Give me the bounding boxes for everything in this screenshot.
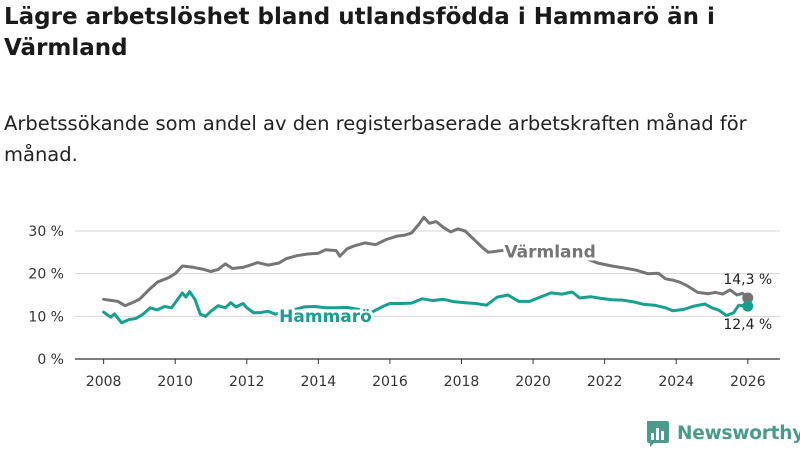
y-tick-label: 30 %	[28, 224, 64, 240]
bar-chart-logo-icon	[647, 421, 669, 447]
axes: 0 % 10 % 20 % 30 % 2008 2010 2012 2014 2016 2018 2…	[28, 224, 780, 390]
x-tick-label: 2022	[587, 374, 623, 390]
chart-labels: Värmland Hammarö 14,3 % 12,4 %	[276, 239, 772, 333]
x-tick-label: 2026	[730, 374, 766, 390]
series-line-varmland	[102, 215, 750, 308]
chart-title: Lägre arbetslöshet bland utlandsfödda i …	[4, 4, 715, 61]
gridlines	[75, 230, 780, 317]
y-tick-label: 10 %	[28, 309, 64, 325]
chart-subtitle: Arbetssökande som andel av den registerb…	[4, 112, 747, 166]
y-tick-label: 20 %	[28, 267, 64, 283]
end-point-hammaro	[742, 300, 754, 312]
end-value-label-varmland: 14,3 %	[723, 272, 772, 288]
series-lines	[102, 215, 754, 325]
end-value-label-hammaro: 12,4 %	[723, 317, 772, 333]
x-tick-label: 2020	[515, 374, 551, 390]
series-label-hammaro: Hammarö	[279, 307, 372, 327]
x-tick-label: 2014	[301, 374, 337, 390]
x-tick-label: 2016	[372, 374, 408, 390]
x-tick-label: 2018	[444, 374, 480, 390]
x-tick-label: 2024	[658, 374, 694, 390]
x-tick-label: 2008	[86, 374, 122, 390]
newsworthy-logo: Newsworthy	[645, 418, 800, 448]
logo-text: Newsworthy	[677, 422, 800, 444]
y-tick-label: 0 %	[37, 352, 64, 368]
x-tick-label: 2012	[229, 374, 265, 390]
series-label-varmland: Värmland	[504, 242, 595, 262]
x-tick-label: 2010	[157, 374, 193, 390]
series-line-hammaro	[102, 290, 750, 325]
end-point-varmland	[742, 292, 754, 304]
